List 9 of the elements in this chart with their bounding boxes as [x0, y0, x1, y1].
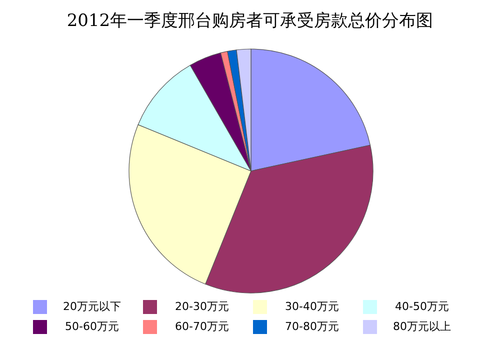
legend-label: 30-40万元	[284, 299, 340, 315]
legend-label: 60-70万元	[174, 319, 230, 335]
legend-label: 50-60万元	[64, 319, 120, 335]
legend-label: 20万元以下	[62, 299, 122, 315]
legend-label: 70-80万元	[284, 319, 340, 335]
chart-title: 2012年一季度邢台购房者可承受房款总价分布图	[66, 10, 434, 33]
legend-label: 20-30万元	[174, 299, 230, 315]
legend-label: 40-50万元	[394, 299, 450, 315]
legend-label: 80万元以上	[392, 319, 452, 335]
